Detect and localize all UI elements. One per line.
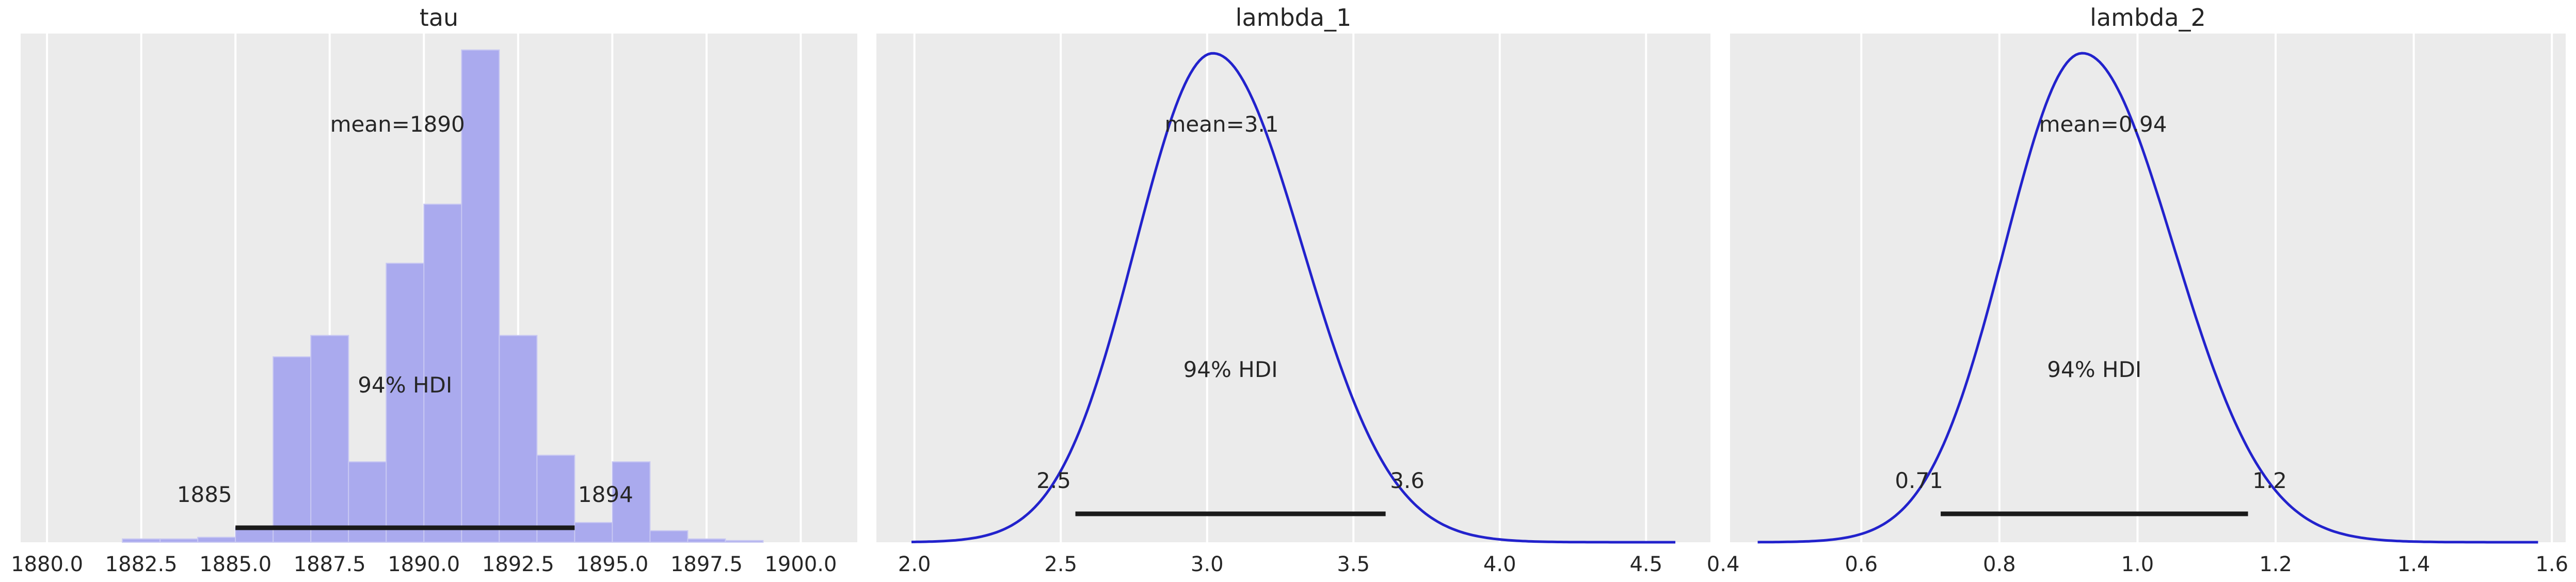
x-tick-label: 1887.5 bbox=[294, 553, 366, 576]
x-tick-label: 1880.0 bbox=[11, 553, 83, 576]
x-tick-label: 3.0 bbox=[1191, 553, 1224, 576]
histogram-bar bbox=[687, 538, 726, 543]
mean-label: mean=1890 bbox=[330, 112, 465, 137]
histogram-bar bbox=[649, 530, 689, 543]
hdi-lower-label: 1885 bbox=[177, 482, 232, 507]
histogram-bar bbox=[310, 335, 349, 543]
panel-background bbox=[1730, 34, 2566, 542]
kde-line bbox=[911, 52, 1675, 544]
x-tick-label: 1882.5 bbox=[105, 553, 178, 576]
x-tick-label: 2.5 bbox=[1044, 553, 1077, 576]
hdi-label: 94% HDI bbox=[2047, 357, 2141, 382]
histogram-bar bbox=[273, 356, 312, 543]
kde-line bbox=[1757, 52, 2538, 544]
panel-lambda_1: 2.0 2.5 3.0 3.5 4.0 4.5 lambda_1 2.5 3.6 94% HDI m… bbox=[876, 4, 1710, 576]
histogram-bar bbox=[159, 538, 199, 543]
panel-tau: 1880.0 1882.5 1885.0 1887.5 1890.0 1892.5 1895… bbox=[11, 4, 857, 576]
x-tick-label: 4.0 bbox=[1483, 553, 1516, 576]
hdi-upper-label: 3.6 bbox=[1390, 468, 1425, 493]
panel-lambda_2: 0.4 0.6 0.8 1.0 1.2 1.4 1.6 lambda_2 0.71 1.2 94% … bbox=[1707, 4, 2568, 576]
x-tick-label: 1.4 bbox=[2397, 553, 2430, 576]
x-tick-label: 1.6 bbox=[2535, 553, 2568, 576]
x-tick-label: 1897.5 bbox=[670, 553, 743, 576]
histogram-bar bbox=[725, 540, 764, 543]
hdi-label: 94% HDI bbox=[1183, 357, 1278, 382]
x-tick-label: 4.5 bbox=[1629, 553, 1662, 576]
x-tick-label: 1900.0 bbox=[764, 553, 837, 576]
histogram-bar bbox=[612, 461, 651, 543]
x-tick-label: 1895.0 bbox=[576, 553, 648, 576]
histogram-bar bbox=[122, 538, 161, 543]
x-tick-label: 1.2 bbox=[2259, 553, 2292, 576]
x-tick-label: 1892.5 bbox=[482, 553, 554, 576]
hdi-upper-label: 1894 bbox=[578, 482, 633, 507]
x-tick-label: 1890.0 bbox=[388, 553, 460, 576]
x-tick-label: 1885.0 bbox=[199, 553, 271, 576]
histogram-bar bbox=[461, 49, 500, 543]
hdi-lower-label: 0.71 bbox=[1895, 468, 1943, 493]
hdi-lower-label: 2.5 bbox=[1036, 468, 1071, 493]
hdi-upper-label: 1.2 bbox=[2252, 468, 2287, 493]
x-tick-label: 0.4 bbox=[1707, 553, 1740, 576]
histogram-bar bbox=[574, 522, 613, 543]
histogram-bar bbox=[197, 537, 236, 543]
x-tick-label: 2.0 bbox=[898, 553, 931, 576]
x-tick-label: 1.0 bbox=[2121, 553, 2154, 576]
x-tick-label: 0.8 bbox=[1983, 553, 2016, 576]
panel-title: lambda_1 bbox=[1236, 4, 1352, 32]
histogram-bar bbox=[386, 262, 425, 543]
hdi-label: 94% HDI bbox=[358, 372, 452, 398]
histogram-bar bbox=[499, 335, 538, 543]
mean-label: mean=0.94 bbox=[2039, 112, 2167, 137]
panel-title: tau bbox=[420, 4, 458, 32]
histogram-bar bbox=[348, 461, 387, 543]
x-tick-label: 3.5 bbox=[1337, 553, 1370, 576]
x-tick-label: 0.6 bbox=[1845, 553, 1878, 576]
panel-title: lambda_2 bbox=[2090, 4, 2206, 32]
mean-label: mean=3.1 bbox=[1165, 112, 1279, 137]
panel-background bbox=[876, 34, 1710, 542]
